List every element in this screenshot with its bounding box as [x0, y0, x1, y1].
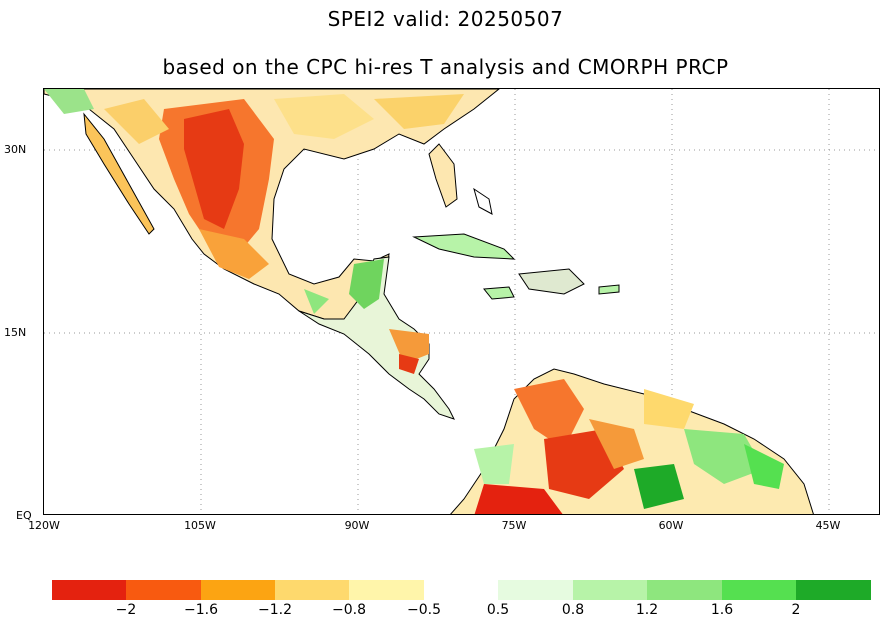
colorbar-label: 1.2 [635, 602, 659, 618]
colorbar-label: −0.8 [332, 602, 366, 618]
colorbar-swatch-10 [796, 580, 871, 600]
south-america [450, 368, 814, 514]
lat-label-30n: 30N [4, 143, 27, 156]
spei-map [43, 88, 880, 515]
colorbar-swatch-3 [201, 580, 275, 600]
colorbar-label: 1.6 [710, 602, 734, 618]
colorbar-label: 2 [791, 602, 801, 618]
colorbar-swatch-6 [498, 580, 573, 600]
colorbar-swatch-8 [647, 580, 722, 600]
lat-label-eq: EQ [16, 509, 32, 522]
colorbar-swatch-4 [275, 580, 349, 600]
colorbar-label: −1.2 [258, 602, 292, 618]
lon-label-105w: 105W [184, 519, 216, 532]
map-canvas [44, 89, 879, 514]
lon-label-45w: 45W [815, 519, 841, 532]
colorbar-label: −1.6 [184, 602, 218, 618]
central-america [298, 256, 455, 420]
lon-label-75w: 75W [501, 519, 527, 532]
north-america-landmass [44, 89, 500, 320]
lon-label-60w: 60W [658, 519, 684, 532]
colorbar-label: 0.5 [486, 602, 510, 618]
map-title: SPEI2 valid: 20250507 [327, 7, 564, 31]
map-subtitle: based on the CPC hi-res T analysis and C… [162, 55, 729, 79]
colorbar-swatch-5 [349, 580, 424, 600]
lon-label-90w: 90W [344, 519, 370, 532]
colorbar-label: 0.8 [561, 602, 585, 618]
lat-label-15n: 15N [4, 326, 27, 339]
colorbar-swatch-2 [126, 580, 201, 600]
colorbar-label: −0.5 [407, 602, 441, 618]
colorbar-swatch-7 [573, 580, 647, 600]
colorbar-swatch-9 [722, 580, 796, 600]
caribbean-islands [412, 187, 620, 300]
colorbar-label: −2 [115, 602, 137, 618]
lon-label-120w: 120W [28, 519, 60, 532]
colorbar-swatch-1 [52, 580, 126, 600]
